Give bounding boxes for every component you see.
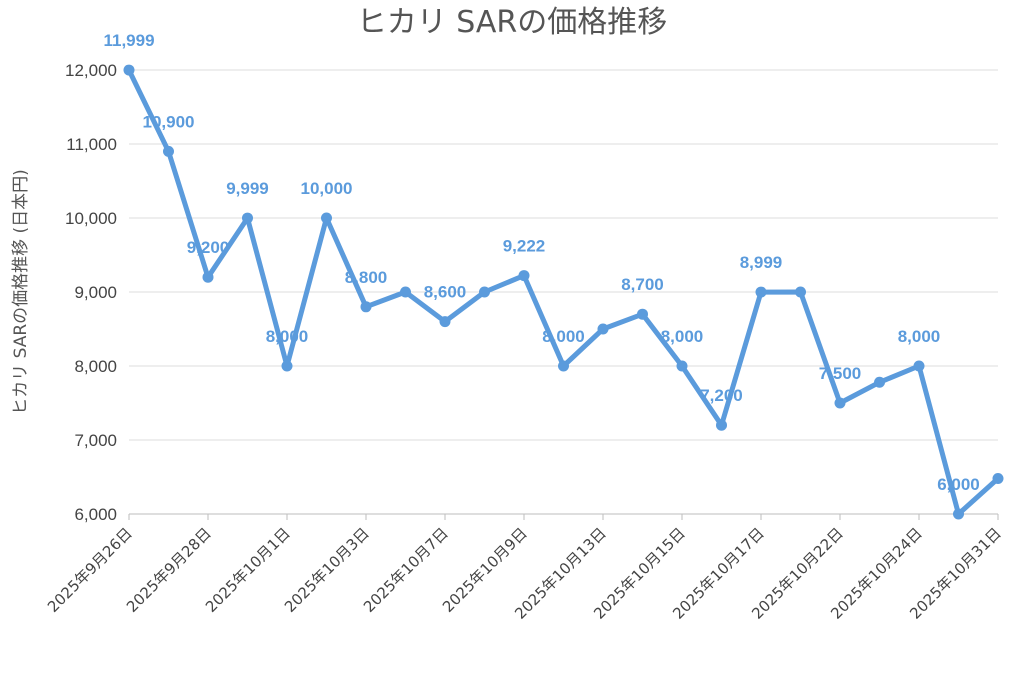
x-tick-label: 2025年10月7日 bbox=[360, 524, 452, 616]
data-label: 8,000 bbox=[898, 327, 941, 346]
data-label: 8,000 bbox=[266, 327, 309, 346]
data-label: 7,200 bbox=[700, 386, 743, 405]
y-tick-label: 8,000 bbox=[74, 357, 117, 376]
data-point bbox=[400, 286, 411, 298]
data-label: 8,000 bbox=[542, 327, 585, 346]
data-point bbox=[874, 376, 885, 388]
data-label: 10,900 bbox=[143, 112, 195, 131]
data-point bbox=[163, 145, 174, 157]
data-point bbox=[123, 64, 135, 76]
data-label: 8,700 bbox=[621, 275, 664, 294]
y-tick-label: 11,000 bbox=[66, 135, 117, 154]
data-point bbox=[597, 323, 609, 335]
data-point bbox=[913, 360, 925, 372]
data-point bbox=[953, 508, 964, 520]
x-tick-label: 2025年10月1日 bbox=[202, 524, 294, 616]
chart-title: ヒカリ SARの価格推移 bbox=[357, 5, 668, 40]
y-tick-labels: 6,000 7,000 8,000 9,000 10,000 11,000 12,000 bbox=[65, 61, 117, 524]
data-point bbox=[202, 271, 214, 283]
data-point bbox=[755, 286, 767, 298]
data-point bbox=[479, 286, 490, 298]
data-label: 6,000 bbox=[937, 475, 980, 494]
data-point bbox=[558, 360, 569, 372]
y-tick-label: 10,000 bbox=[65, 209, 117, 228]
data-label: 7,500 bbox=[819, 364, 862, 383]
data-point bbox=[716, 419, 727, 431]
y-tick-label: 12,000 bbox=[65, 61, 117, 80]
data-label: 9,200 bbox=[187, 238, 230, 257]
y-axis-label: ヒカリ SARの価格推移 (日本円) bbox=[11, 169, 31, 415]
x-tick-label: 2025年9月28日 bbox=[123, 524, 215, 616]
x-tick-label: 2025年9月26日 bbox=[44, 524, 136, 616]
data-point bbox=[834, 397, 846, 409]
data-point bbox=[637, 308, 648, 320]
data-labels: 11,999 10,900 9,200 9,999 8,000 10,000 8,800 8,… bbox=[103, 31, 979, 494]
data-point bbox=[795, 286, 806, 298]
data-label: 8,600 bbox=[424, 283, 467, 302]
data-point bbox=[992, 472, 1004, 484]
x-tick-label: 2025年10月3日 bbox=[281, 524, 373, 616]
gridlines bbox=[129, 69, 998, 515]
data-label: 8,999 bbox=[740, 253, 783, 272]
data-point bbox=[242, 212, 253, 224]
data-label: 10,000 bbox=[301, 179, 353, 198]
y-tick-label: 6,000 bbox=[74, 505, 117, 524]
data-point bbox=[518, 270, 530, 282]
series bbox=[123, 64, 1004, 520]
x-tick-label: 2025年10月9日 bbox=[439, 524, 531, 616]
data-point bbox=[676, 360, 688, 372]
data-label: 9,999 bbox=[226, 179, 269, 198]
data-label: 9,222 bbox=[503, 237, 546, 256]
data-point bbox=[281, 360, 293, 372]
data-label: 8,800 bbox=[345, 268, 388, 287]
data-label: 8,000 bbox=[661, 327, 704, 346]
y-tick-label: 9,000 bbox=[74, 283, 117, 302]
data-label: 11,999 bbox=[103, 31, 154, 50]
x-tick-labels: 2025年9月26日2025年9月28日2025年10月1日2025年10月3日… bbox=[44, 514, 1005, 623]
data-point bbox=[321, 212, 332, 224]
data-point bbox=[439, 316, 451, 328]
data-point bbox=[360, 301, 372, 313]
y-tick-label: 7,000 bbox=[74, 431, 117, 450]
